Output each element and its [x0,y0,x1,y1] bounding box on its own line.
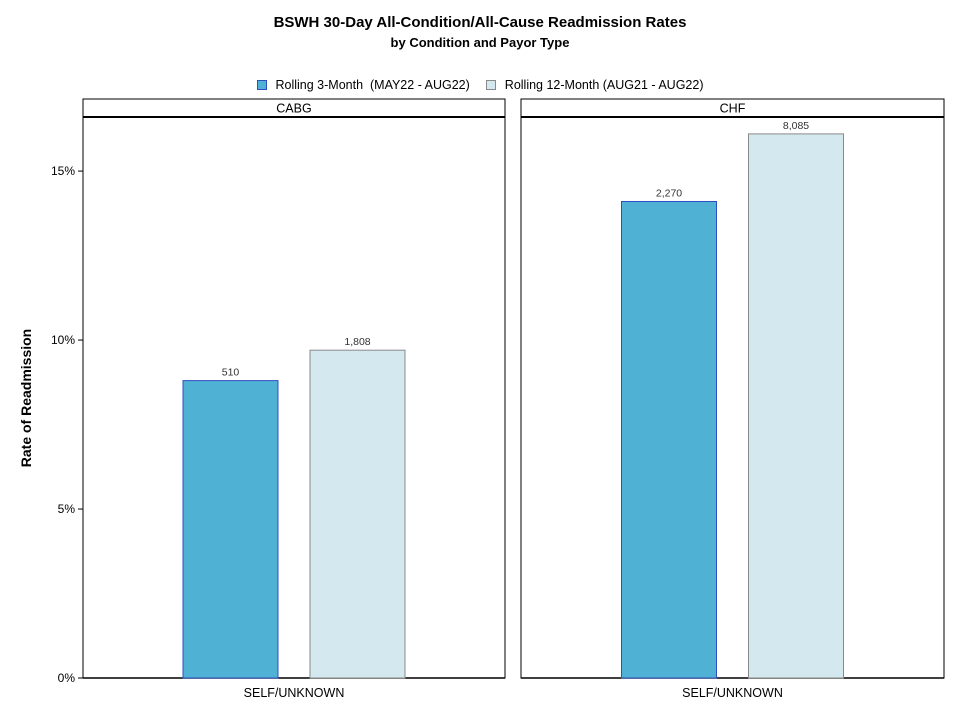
legend-label-rolling-12-month: Rolling 12-Month (AUG21 - AUG22) [504,78,704,92]
x-category-label-cabg: SELF/UNKNOWN [244,686,345,700]
x-category-label-chf: SELF/UNKNOWN [682,686,783,700]
panel-frame-cabg [82,98,506,679]
y-tick-label: 15% [51,164,75,178]
legend-label-rolling-3-month: Rolling 3-Month (MAY22 - AUG22) [275,78,470,92]
bar-chf-series-1 [621,200,717,679]
legend-item-rolling-12-month: Rolling 12-Month (AUG21 - AUG22) [485,78,704,92]
data-label-cabg-series-2: 1,808 [344,336,370,348]
bar-chf-series-2 [748,133,844,679]
data-label-chf-series-2: 8,085 [783,120,809,132]
panel-label-chf: CHF [720,102,746,116]
bar-cabg-series-2 [309,349,406,679]
legend-swatch-rolling-3-month [256,80,267,90]
legend-swatch-rolling-12-month [485,80,496,90]
bar-cabg-series-1 [182,380,279,679]
legend: Rolling 3-Month (MAY22 - AUG22) Rolling … [0,78,960,92]
panel-label-cabg: CABG [276,102,311,116]
data-label-cabg-series-1: 510 [222,367,240,379]
chart-subtitle: by Condition and Payor Type [390,35,570,50]
panel-frame-chf [520,98,945,679]
y-tick-label: 5% [58,502,76,516]
data-label-chf-series-1: 2,270 [656,187,682,199]
chart-title: BSWH 30-Day All-Condition/All-Cause Read… [273,14,687,31]
y-tick-label: 10% [51,333,75,347]
legend-item-rolling-3-month: Rolling 3-Month (MAY22 - AUG22) [256,78,470,92]
y-tick-label: 0% [58,671,76,685]
